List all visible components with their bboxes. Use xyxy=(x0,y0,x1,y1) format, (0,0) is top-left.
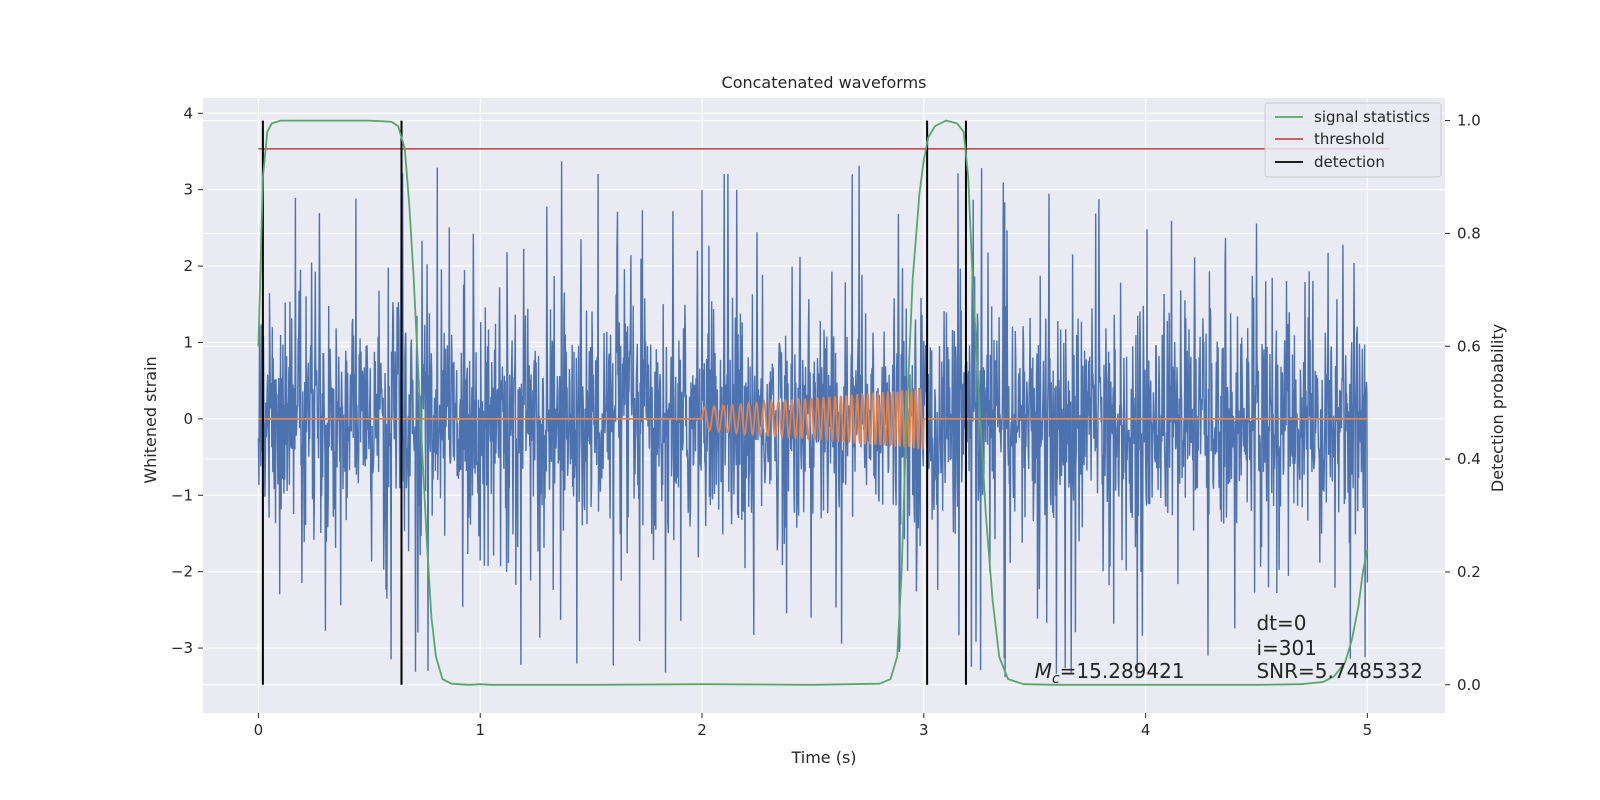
y-right-tick-label: 0.0 xyxy=(1457,676,1481,694)
y-right-tick-label: 0.6 xyxy=(1457,337,1481,355)
strain-series xyxy=(257,161,1369,678)
template-series xyxy=(258,388,1368,450)
y-tick-label: 0 xyxy=(183,410,193,428)
x-tick-label: 1 xyxy=(475,721,485,739)
x-tick-label: 5 xyxy=(1363,721,1373,739)
y-tick-label: 1 xyxy=(183,333,193,351)
legend-label-signal-statistics: signal statistics xyxy=(1314,108,1430,126)
strain-line xyxy=(257,161,1369,678)
legend-label-detection: detection xyxy=(1314,153,1385,171)
y-right-tick-label: 1.0 xyxy=(1457,112,1481,130)
y-tick-label: 4 xyxy=(183,104,193,122)
y-axis-right-label: Detection probability xyxy=(1488,324,1507,492)
x-tick-label: 4 xyxy=(1141,721,1151,739)
signal-statistics-line xyxy=(257,119,1369,686)
axes-ticks: 0 1 2 3 4 5 −3 −2 −1 0 1 2 3 4 0.0 0.2 0.4 0.6 0.8 1.0 xyxy=(171,104,1481,739)
y-tick-label: −3 xyxy=(171,639,193,657)
x-tick-label: 0 xyxy=(254,721,264,739)
y-right-tick-label: 0.4 xyxy=(1457,450,1481,468)
annotation-mc: Mc=15.289421 xyxy=(1035,659,1185,687)
x-tick-label: 3 xyxy=(919,721,929,739)
annotation-i: i=301 xyxy=(1256,636,1317,660)
y-right-tick-label: 0.2 xyxy=(1457,563,1481,581)
y-tick-label: −1 xyxy=(171,486,193,504)
legend-label-threshold: threshold xyxy=(1314,130,1385,148)
annotation-snr: SNR=5.7485332 xyxy=(1256,659,1422,683)
x-tick-label: 2 xyxy=(697,721,707,739)
y-right-tick-label: 0.8 xyxy=(1457,224,1481,242)
template-line xyxy=(258,388,1368,450)
y-tick-label: −2 xyxy=(171,563,193,581)
legend: signal statistics threshold detection xyxy=(1264,102,1442,178)
y-axis-label: Whitened strain xyxy=(141,356,160,483)
y-tick-label: 2 xyxy=(183,257,193,275)
right-axis-series xyxy=(257,119,1390,686)
y-tick-label: 3 xyxy=(183,181,193,199)
x-axis-label: Time (s) xyxy=(790,748,856,767)
chart-title: Concatenated waveforms xyxy=(722,73,927,92)
annotation-dt: dt=0 xyxy=(1256,611,1306,635)
legend-box xyxy=(1264,102,1442,178)
